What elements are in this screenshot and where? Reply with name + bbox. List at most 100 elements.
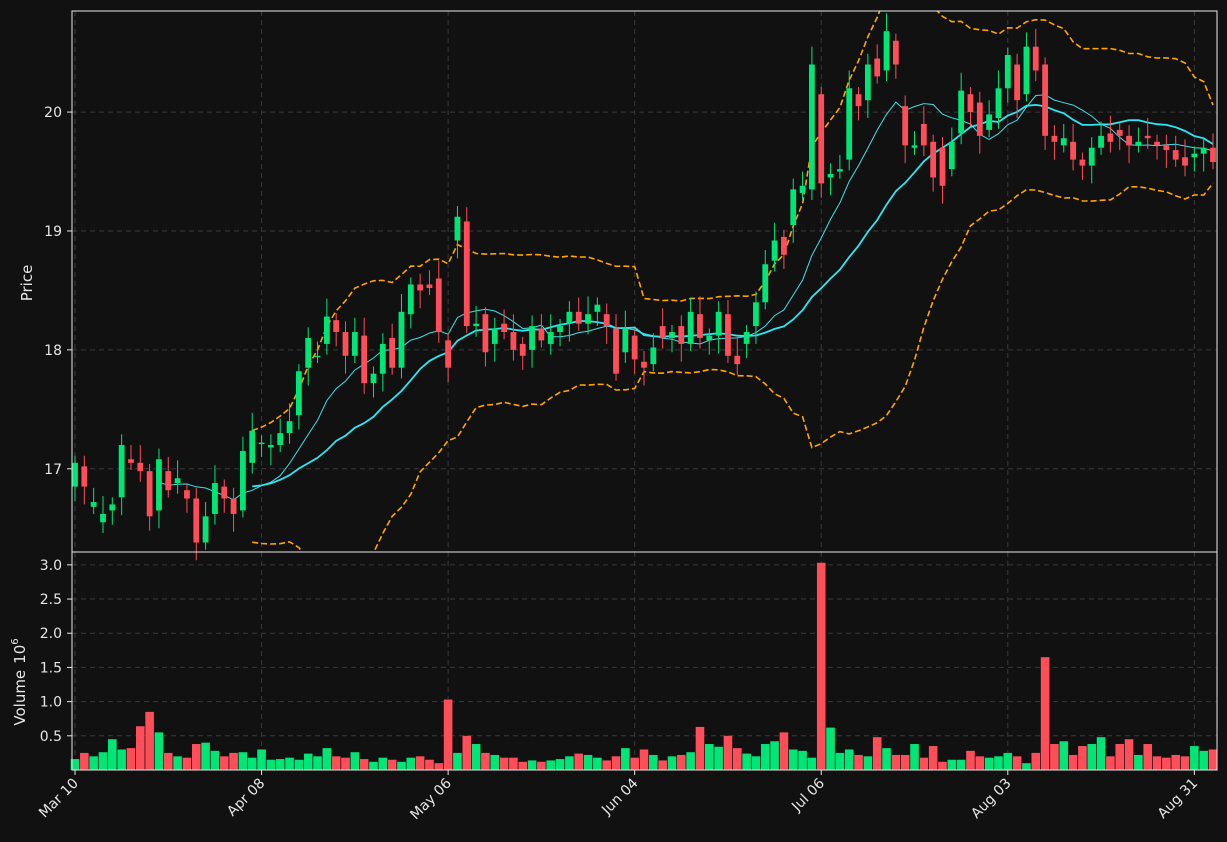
- candle-body: [976, 102, 983, 136]
- volume-bar: [900, 754, 910, 770]
- volume-bar: [984, 757, 994, 770]
- candle-body: [295, 371, 302, 416]
- volume-bar: [751, 756, 761, 770]
- volume-bar: [350, 752, 360, 770]
- volume-bar: [975, 756, 985, 770]
- volume-bar: [359, 759, 369, 770]
- candle-body: [753, 302, 759, 327]
- volume-tick-label: 2.5: [40, 592, 62, 608]
- volume-bar: [770, 741, 779, 770]
- candle-body: [109, 504, 116, 511]
- volume-bar: [677, 754, 686, 770]
- candle-body: [491, 328, 498, 344]
- candle-body: [855, 94, 862, 107]
- volume-axis-label: Volume 106: [10, 638, 29, 725]
- candle-body: [212, 483, 218, 514]
- volume-bar: [835, 752, 845, 770]
- overlay-lines: [158, 11, 1214, 552]
- candle-body: [538, 328, 545, 341]
- candle-body: [743, 332, 750, 344]
- volume-bar: [947, 759, 957, 770]
- volume-bar: [425, 759, 434, 770]
- volume-bar: [732, 748, 742, 770]
- candle-body: [1116, 129, 1123, 136]
- candle-body: [809, 64, 815, 190]
- volume-bar: [705, 744, 714, 770]
- volume-bar: [658, 760, 667, 770]
- volume-bar: [462, 735, 472, 770]
- candle-body: [799, 185, 806, 193]
- volume-bar: [1012, 756, 1022, 770]
- volume-bar: [872, 737, 882, 770]
- volume-bar: [275, 759, 285, 770]
- volume-bar: [229, 752, 238, 770]
- candle-body: [1023, 46, 1030, 95]
- candle-body: [575, 311, 582, 324]
- candle-body: [622, 328, 629, 353]
- candle-body: [1182, 157, 1188, 166]
- candle-body: [1107, 133, 1114, 142]
- candlesticks: [72, 13, 1216, 561]
- candle-body: [883, 31, 890, 71]
- bollinger-lower-line: [252, 182, 1214, 552]
- volume-axis-label-text: Volume: [11, 670, 29, 726]
- volume-tick-label: 2.0: [40, 626, 62, 642]
- candle-body: [81, 466, 88, 487]
- candle-body: [118, 444, 125, 498]
- volume-bar: [182, 757, 192, 770]
- volume-bar: [555, 759, 565, 770]
- candle-body: [156, 459, 162, 511]
- candle-body: [631, 335, 638, 360]
- volume-bar: [1040, 657, 1050, 770]
- candle-body: [519, 343, 526, 356]
- volume-bar: [1106, 756, 1115, 770]
- volume-bar: [145, 711, 154, 770]
- candle-body: [249, 430, 256, 463]
- volume-bar: [565, 756, 574, 770]
- volume-bar: [369, 761, 378, 770]
- volume-bar: [994, 756, 1003, 770]
- candle-body: [678, 326, 685, 344]
- volume-bar: [378, 757, 388, 770]
- volume-bar: [443, 699, 453, 770]
- volume-bar: [1050, 744, 1059, 770]
- candle-body: [557, 326, 563, 333]
- volume-bar: [518, 761, 528, 770]
- candle-body: [734, 355, 741, 365]
- volume-axis-exponent: 6: [10, 638, 21, 644]
- price-grid: [72, 11, 1217, 552]
- volume-bar: [956, 759, 966, 770]
- volume-bar: [108, 739, 117, 770]
- volume-bar: [397, 761, 406, 770]
- candle-body: [1191, 153, 1198, 158]
- volume-bar: [70, 759, 80, 770]
- volume-bar: [788, 749, 798, 770]
- volume-bars: [70, 562, 1218, 770]
- volume-bar: [1087, 744, 1097, 770]
- volume-bar: [136, 726, 145, 770]
- volume-bar: [742, 753, 751, 770]
- candle-body: [547, 332, 554, 344]
- volume-bar: [303, 753, 313, 770]
- volume-bar: [499, 757, 509, 770]
- volume-axis-exponent-base: 10: [11, 645, 29, 664]
- candle-body: [417, 284, 424, 291]
- price-axis-label: Price: [18, 265, 36, 302]
- volume-bar: [1162, 757, 1171, 770]
- candle-body: [1079, 159, 1086, 166]
- candle-body: [594, 304, 601, 312]
- volume-bar: [1124, 739, 1134, 770]
- volume-bar: [219, 756, 229, 770]
- candle-body: [463, 221, 470, 327]
- candle-body: [790, 189, 797, 226]
- volume-bar: [1152, 756, 1162, 770]
- volume-bar: [1143, 744, 1152, 770]
- volume-bar: [238, 752, 248, 770]
- volume-bar: [173, 756, 182, 770]
- candle-body: [1135, 141, 1142, 146]
- volume-bar: [1171, 754, 1180, 770]
- candle-body: [277, 433, 284, 445]
- volume-bar: [686, 752, 695, 770]
- candle-body: [323, 316, 330, 344]
